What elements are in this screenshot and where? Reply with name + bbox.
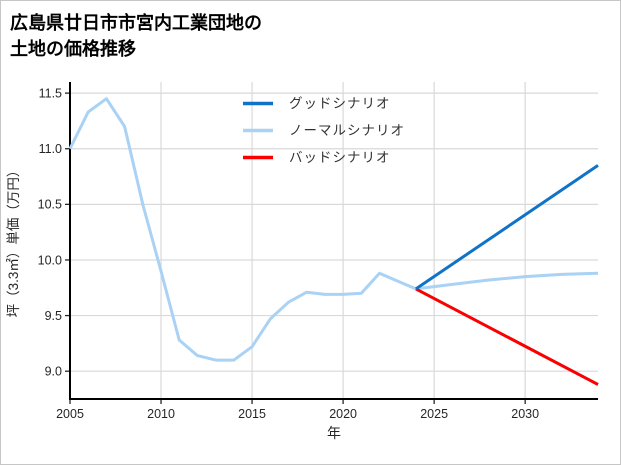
x-tick-label: 2015 bbox=[238, 407, 266, 421]
chart-title-line1: 広島県廿日市市宮内工業団地の bbox=[10, 13, 262, 33]
y-tick-label: 9.5 bbox=[45, 309, 62, 323]
y-tick-label: 10.5 bbox=[38, 198, 62, 212]
x-tick-label: 2025 bbox=[420, 407, 448, 421]
x-tick-label: 2020 bbox=[329, 407, 357, 421]
x-tick-label: 2005 bbox=[56, 407, 84, 421]
legend-label-0: グッドシナリオ bbox=[289, 96, 391, 111]
series-line-normal-forecast bbox=[415, 271, 599, 291]
series-line-bad-forecast bbox=[415, 287, 599, 386]
x-tick-label: 2010 bbox=[147, 407, 175, 421]
chart-title-line2: 土地の価格推移 bbox=[10, 39, 136, 59]
x-axis-label: 年 bbox=[327, 425, 341, 441]
y-axis-label: 坪（3.3㎡）単価（万円） bbox=[6, 164, 21, 318]
legend-label-1: ノーマルシナリオ bbox=[289, 123, 405, 138]
y-tick-label: 9.0 bbox=[45, 364, 62, 378]
x-tick-label: 2030 bbox=[511, 407, 539, 421]
chart-title: 広島県廿日市市宮内工業団地の 土地の価格推移 bbox=[10, 10, 262, 62]
y-tick-label: 11.0 bbox=[39, 142, 62, 156]
y-tick-label: 11.5 bbox=[39, 86, 62, 100]
series-line-good-forecast bbox=[415, 164, 599, 291]
y-tick-label: 10.0 bbox=[38, 253, 62, 267]
legend-label-2: バッドシナリオ bbox=[289, 150, 391, 165]
series-line-history bbox=[68, 97, 417, 362]
